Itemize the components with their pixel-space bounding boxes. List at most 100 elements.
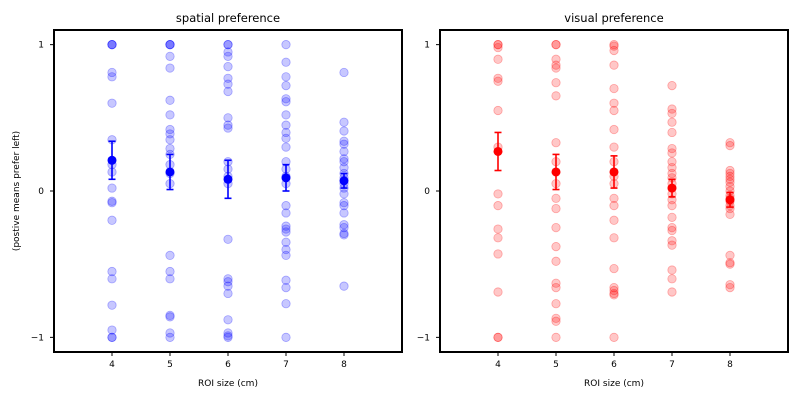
data-point: [107, 67, 117, 78]
data-point: [609, 41, 619, 51]
data-point: [107, 40, 117, 50]
data-point: [339, 230, 349, 240]
mean-marker: [281, 173, 291, 183]
data-point: [281, 97, 291, 107]
data-point: [223, 61, 233, 72]
mean-marker: [493, 146, 503, 156]
data-point: [493, 249, 503, 259]
points: [107, 40, 349, 342]
data-point: [339, 146, 349, 157]
data-point: [107, 325, 117, 335]
data-point: [165, 135, 175, 145]
data-point: [667, 127, 677, 138]
x-tick-label: 5: [553, 360, 559, 370]
data-point: [281, 120, 291, 130]
data-point: [339, 201, 349, 211]
data-point: [281, 227, 291, 237]
data-point: [339, 198, 349, 208]
data-point: [551, 138, 561, 148]
data-point: [107, 266, 117, 277]
data-point: [551, 278, 561, 288]
ticks: 4 5 6 7 8 −1 0 1: [417, 41, 733, 370]
data-point: [339, 208, 349, 218]
y-tick-label: −1: [417, 333, 430, 343]
data-point: [223, 331, 233, 341]
data-point: [725, 259, 735, 269]
data-point: [223, 113, 233, 123]
data-point: [165, 312, 175, 322]
data-point: [609, 233, 619, 243]
data-point: [493, 40, 503, 50]
data-point: [609, 290, 619, 300]
data-point: [339, 189, 349, 199]
means: [493, 131, 735, 208]
data-point: [223, 86, 233, 97]
data-point: [609, 105, 619, 116]
data-point: [667, 157, 677, 167]
mean-marker: [339, 176, 349, 186]
x-tick-label: 6: [611, 360, 617, 370]
data-point: [667, 222, 677, 233]
x-tick-label: 4: [109, 360, 115, 370]
data-point: [165, 332, 175, 342]
chart-title: visual preference: [564, 11, 663, 25]
data-point: [725, 138, 735, 148]
data-point: [165, 328, 175, 338]
data-point: [281, 208, 291, 218]
chart-title: spatial preference: [176, 11, 280, 25]
mean-marker: [667, 183, 677, 193]
data-point: [609, 215, 619, 225]
data-point: [281, 127, 291, 138]
data-point: [725, 282, 735, 293]
data-point: [281, 57, 291, 67]
x-tick-label: 4: [495, 360, 501, 370]
data-point: [493, 233, 503, 243]
data-point: [551, 203, 561, 214]
data-point: [725, 165, 735, 176]
data-point: [493, 105, 503, 116]
data-point: [725, 280, 735, 290]
data-point: [609, 288, 619, 299]
data-point: [609, 83, 619, 94]
data-point: [165, 266, 175, 277]
data-point: [223, 40, 233, 50]
data-point: [107, 40, 117, 50]
data-point: [493, 40, 503, 50]
data-point: [609, 193, 619, 203]
data-point: [725, 168, 735, 179]
data-point: [107, 274, 117, 284]
data-point: [339, 67, 349, 78]
data-point: [609, 285, 619, 296]
x-tick-label: 6: [225, 360, 231, 370]
data-point: [339, 126, 349, 136]
data-point: [551, 222, 561, 233]
data-point: [725, 250, 735, 260]
data-point: [223, 328, 233, 338]
mean-marker: [609, 167, 619, 177]
data-point: [667, 117, 677, 127]
data-point: [339, 154, 349, 164]
data-point: [725, 171, 735, 181]
data-point: [281, 332, 291, 342]
data-point: [107, 98, 117, 108]
data-point: [165, 250, 175, 260]
data-point: [551, 256, 561, 266]
data-point: [165, 143, 175, 154]
data-point: [223, 120, 233, 130]
y-tick-label: 0: [424, 187, 430, 197]
data-point: [165, 40, 175, 50]
data-point: [107, 300, 117, 310]
mean-marker: [551, 167, 561, 177]
y-axis-label: (postive means prefer left): [12, 131, 22, 251]
data-point: [165, 310, 175, 321]
data-point: [281, 81, 291, 91]
data-point: [551, 313, 561, 323]
data-point: [281, 275, 291, 285]
data-point: [107, 215, 117, 225]
data-point: [493, 189, 503, 199]
data-point: [551, 282, 561, 293]
data-point: [223, 51, 233, 61]
data-point: [281, 282, 291, 293]
data-point: [493, 42, 503, 53]
